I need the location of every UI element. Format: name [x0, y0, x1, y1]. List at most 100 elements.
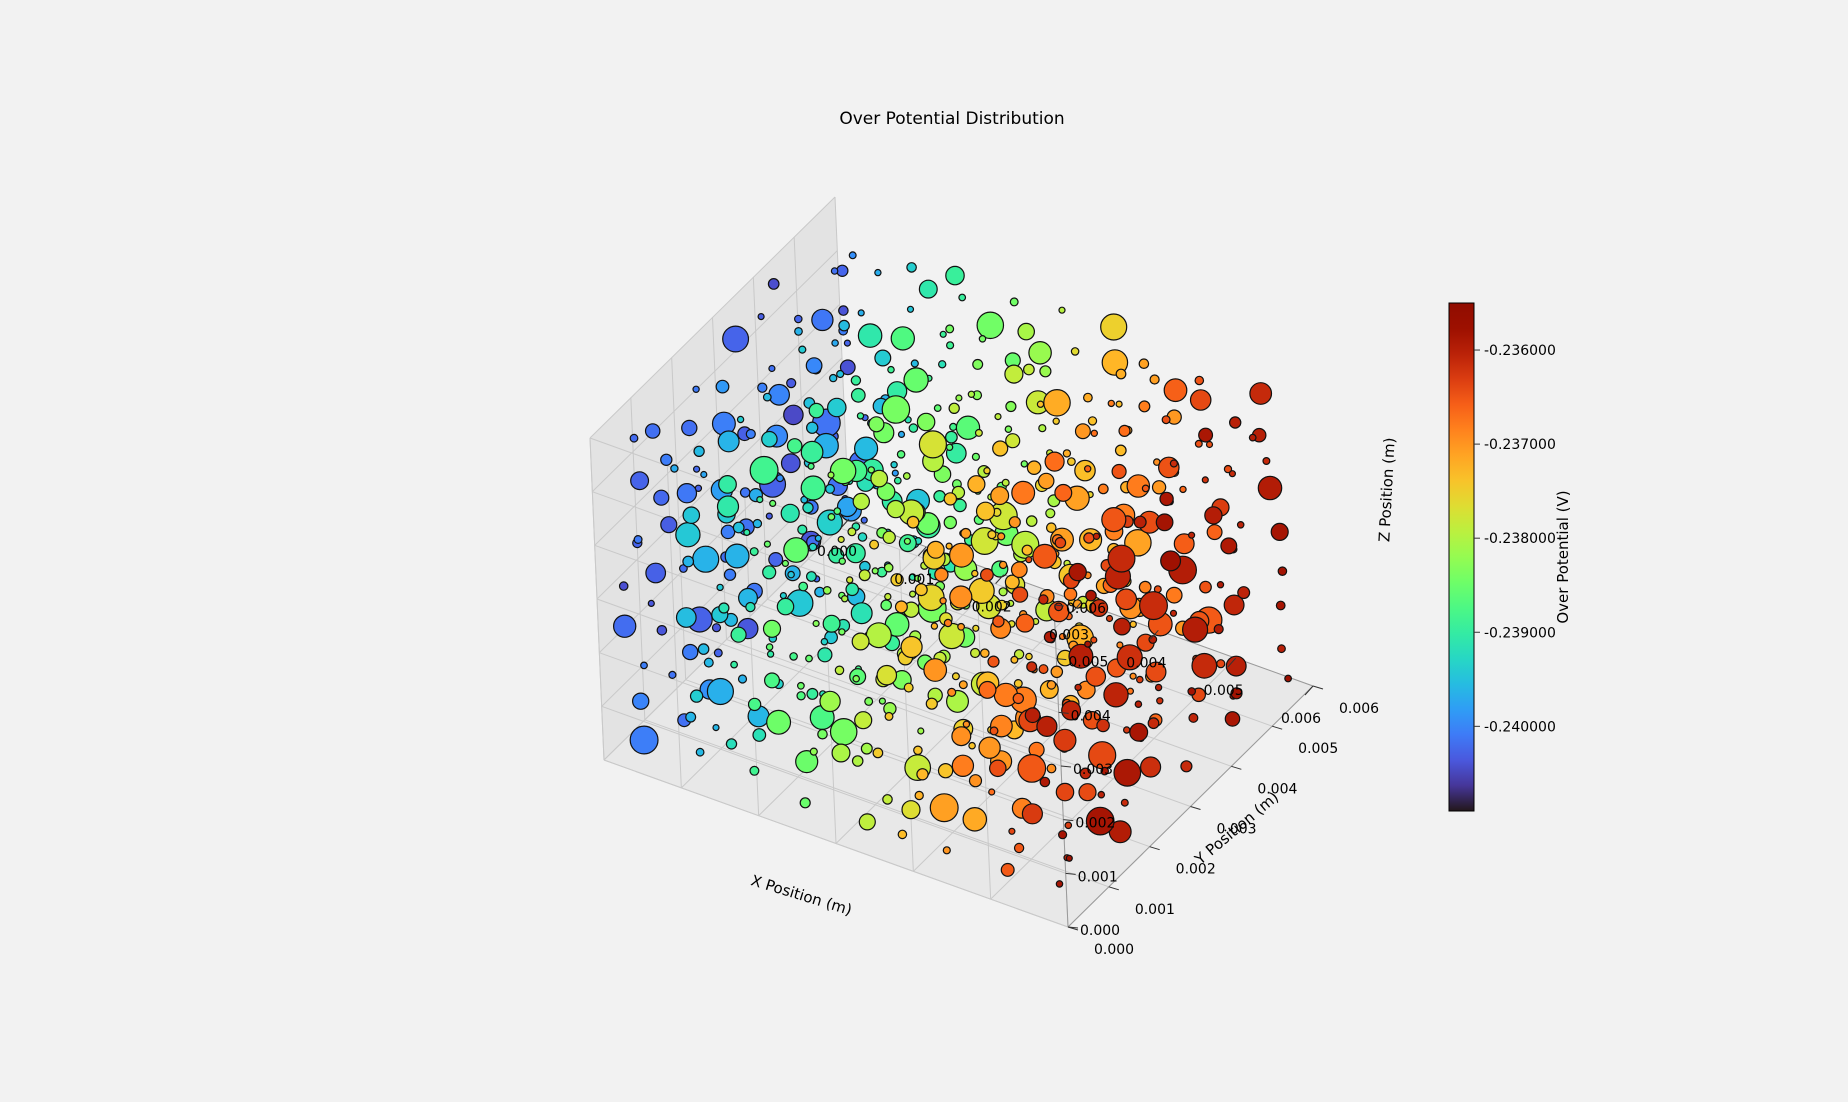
- scatter-point: [1028, 340, 1052, 365]
- scatter-point: [1021, 803, 1044, 825]
- scatter-point: [817, 728, 828, 740]
- scatter-point: [757, 313, 765, 321]
- colorbar-tick-label: -0.239000: [1484, 625, 1556, 641]
- scatter-point: [1044, 451, 1065, 472]
- z-tick-mark: [1065, 872, 1076, 875]
- scatter-point: [618, 581, 629, 591]
- scatter-point: [831, 743, 851, 763]
- scatter-point: [1138, 358, 1150, 369]
- scatter-point: [1129, 672, 1137, 680]
- scatter-point: [864, 696, 874, 706]
- scatter-point: [978, 680, 997, 699]
- scatter-point: [794, 327, 803, 336]
- scatter-point: [1277, 566, 1288, 576]
- scatter-point: [668, 670, 677, 680]
- scatter-point: [1187, 531, 1196, 539]
- z-tick-mark: [1067, 926, 1079, 929]
- scatter-point: [938, 360, 947, 369]
- scatter-point: [1010, 655, 1019, 664]
- scatter-point: [1085, 589, 1097, 602]
- y-tick-label: 0.001: [1135, 902, 1175, 918]
- scatter-point: [682, 555, 695, 568]
- scatter-point: [681, 419, 698, 437]
- scatter-point: [1204, 506, 1223, 525]
- scatter-point: [809, 747, 818, 756]
- scatter-point: [901, 800, 921, 820]
- scatter-point: [916, 768, 929, 781]
- scatter-point: [768, 383, 790, 406]
- scatter-point: [856, 412, 865, 420]
- scatter-point: [712, 723, 720, 732]
- scatter-point: [819, 690, 841, 713]
- scatter-point: [1092, 532, 1101, 541]
- scatter-point: [796, 691, 806, 701]
- scatter-point: [1277, 644, 1286, 654]
- scatter-point: [1085, 806, 1115, 836]
- scatter-point: [1194, 439, 1203, 448]
- scatter-point: [890, 326, 916, 351]
- scatter-point: [918, 279, 938, 299]
- scatter-point: [1025, 652, 1033, 661]
- scatter-point: [1270, 522, 1289, 542]
- scatter-point: [962, 806, 988, 832]
- scatter-point: [800, 440, 824, 464]
- scatter-point: [1097, 790, 1106, 799]
- scatter-point: [998, 560, 1008, 570]
- scatter-point: [811, 308, 834, 332]
- scatter-point: [763, 540, 772, 548]
- scatter-point: [749, 765, 760, 776]
- scatter-point: [752, 518, 763, 529]
- scatter-point: [1115, 400, 1123, 408]
- scatter-point: [1133, 515, 1147, 529]
- scatter-point: [1103, 682, 1129, 708]
- scatter-point: [890, 461, 898, 469]
- scatter-point: [983, 467, 991, 475]
- scatter-point: [1004, 574, 1020, 590]
- scatter-point: [1138, 591, 1168, 621]
- scatter-point: [1154, 683, 1163, 692]
- scatter-point: [1055, 782, 1075, 802]
- scatter-point: [990, 486, 1010, 506]
- scatter-point: [1024, 707, 1041, 724]
- scatter-point: [933, 404, 942, 413]
- scatter-point: [806, 687, 819, 700]
- scatter-point: [958, 680, 968, 690]
- scatter-point: [1151, 480, 1167, 495]
- scatter-point: [974, 428, 983, 437]
- scatter-point: [1129, 620, 1137, 629]
- scatter-point: [971, 569, 979, 578]
- y-tick-mark: [1149, 846, 1160, 851]
- scatter-point: [808, 402, 825, 419]
- colorbar: -0.236000 -0.237000 -0.238000 -0.239000 -0.2…: [1448, 302, 1572, 812]
- scatter-point: [1032, 543, 1058, 569]
- scatter-point: [1115, 588, 1138, 611]
- scatter-point: [1224, 711, 1241, 727]
- scatter-points: [613, 251, 1292, 888]
- scatter-point: [1230, 687, 1243, 700]
- scatter-point: [1201, 476, 1209, 484]
- scatter-point: [845, 543, 866, 564]
- scatter-point: [660, 453, 673, 466]
- scatter-point: [703, 657, 714, 668]
- scatter-point: [1011, 586, 1029, 603]
- scatter-point: [682, 643, 699, 661]
- scatter-point: [1062, 449, 1072, 458]
- scatter-point: [1160, 550, 1182, 572]
- z-tick-label: 0.001: [1078, 869, 1118, 885]
- scatter-point: [1228, 470, 1237, 478]
- scatter-point: [1216, 581, 1225, 589]
- scatter-point: [887, 365, 895, 374]
- scatter-point: [906, 305, 915, 313]
- scatter-point: [752, 728, 767, 742]
- x-tick-label: 0.002: [972, 600, 1012, 616]
- scatter-point: [1090, 429, 1099, 437]
- scatter-point: [743, 528, 751, 537]
- scatter-point: [700, 470, 708, 479]
- chart-title: Over Potential Distribution: [839, 109, 1064, 129]
- scatter-point: [629, 433, 639, 443]
- scatter-point: [881, 395, 911, 424]
- scatter-point: [1046, 680, 1057, 690]
- scatter-point: [1163, 378, 1188, 403]
- scatter-point: [978, 736, 1001, 759]
- scatter-point: [1223, 464, 1233, 474]
